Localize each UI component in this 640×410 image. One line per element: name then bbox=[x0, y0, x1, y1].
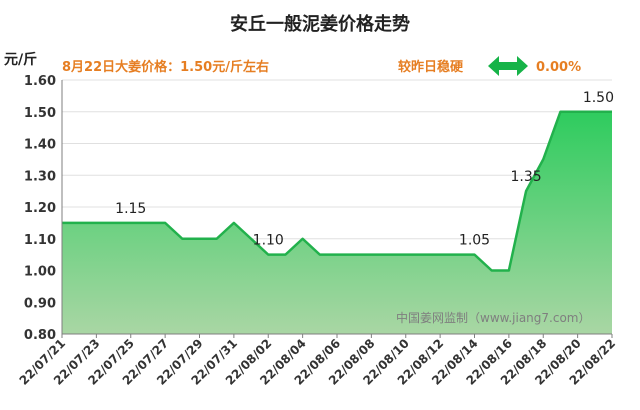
y-tick-label: 1.20 bbox=[24, 201, 56, 216]
change-value: 0.00% bbox=[536, 60, 581, 75]
y-tick-label: 0.80 bbox=[24, 328, 56, 343]
double-arrow-icon bbox=[488, 56, 528, 76]
data-label: 1.15 bbox=[115, 201, 146, 217]
y-axis-unit-label: 元/斤 bbox=[4, 51, 37, 68]
y-tick-label: 0.90 bbox=[24, 296, 56, 311]
y-tick-label: 1.40 bbox=[24, 138, 56, 153]
data-label: 1.50 bbox=[583, 90, 614, 106]
chart-subtitle: 8月22日大姜价格：1.50元/斤左右 bbox=[62, 59, 269, 75]
data-label: 1.05 bbox=[459, 233, 490, 249]
y-tick-label: 1.00 bbox=[24, 265, 56, 280]
y-tick-label: 1.50 bbox=[24, 106, 56, 121]
change-label: 较昨日稳硬 bbox=[398, 59, 464, 75]
watermark: 中国姜网监制（www.jiang7.com） bbox=[396, 310, 590, 325]
data-label: 1.35 bbox=[510, 169, 541, 185]
y-tick-label: 1.60 bbox=[24, 74, 56, 89]
series-area bbox=[62, 111, 612, 334]
y-tick-label: 1.30 bbox=[24, 169, 56, 184]
series-line bbox=[62, 110, 612, 272]
chart-title: 安丘一般泥姜价格走势 bbox=[230, 13, 410, 35]
data-label: 1.10 bbox=[253, 233, 284, 249]
y-tick-label: 1.10 bbox=[24, 233, 56, 248]
